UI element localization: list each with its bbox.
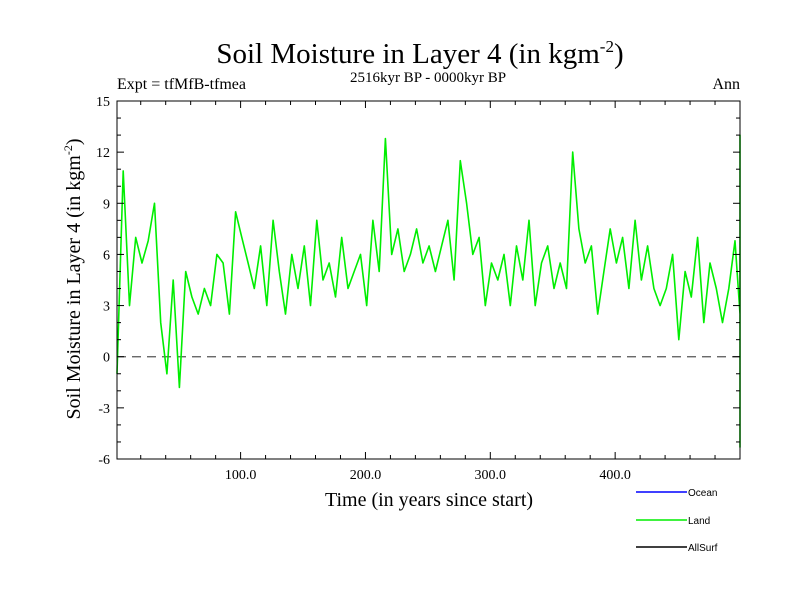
plot-frame <box>116 100 741 460</box>
plot-area: -6 -3 0 3 6 9 12 15 100.0 200.0 300.0 400.0 <box>96 95 741 483</box>
x-tick-label: 400.0 <box>599 468 631 483</box>
y-axis-label-superscript: -2 <box>61 145 75 155</box>
legend-label-land: Land <box>688 516 710 527</box>
y-axis-label: Soil Moisture in Layer 4 (in kgm-2) <box>61 138 85 419</box>
y-tick-label: 6 <box>103 248 110 263</box>
y-tick-label: 0 <box>103 351 110 366</box>
y-tick-label: 12 <box>96 146 110 161</box>
x-tick-label: 200.0 <box>350 468 382 483</box>
legend-label-ocean: Ocean <box>688 488 717 499</box>
chart-title-superscript: -2 <box>600 37 614 56</box>
experiment-label: Expt = tfMfB-tfmea <box>117 76 246 93</box>
chart-title-close: ) <box>614 38 624 70</box>
chart-subtitle: 2516kyr BP - 0000kyr BP <box>350 70 506 86</box>
y-tick-label: -6 <box>98 453 110 468</box>
legend: Ocean Land AllSurf <box>636 488 718 554</box>
y-axis-label-close: ) <box>63 138 85 145</box>
x-tick-label: 300.0 <box>475 468 507 483</box>
y-tick-label: 15 <box>96 95 110 110</box>
y-tick-label: -3 <box>98 402 110 417</box>
y-tick-label: 9 <box>103 197 110 212</box>
season-label: Ann <box>712 76 740 93</box>
legend-label-allsurf: AllSurf <box>688 543 718 554</box>
y-tick-label: 3 <box>103 300 110 315</box>
x-tick-label: 100.0 <box>225 468 257 483</box>
x-axis-label: Time (in years since start) <box>325 489 533 511</box>
series-line-land <box>116 134 741 448</box>
chart-title: Soil Moisture in Layer 4 (in kgm-2) <box>216 37 623 70</box>
